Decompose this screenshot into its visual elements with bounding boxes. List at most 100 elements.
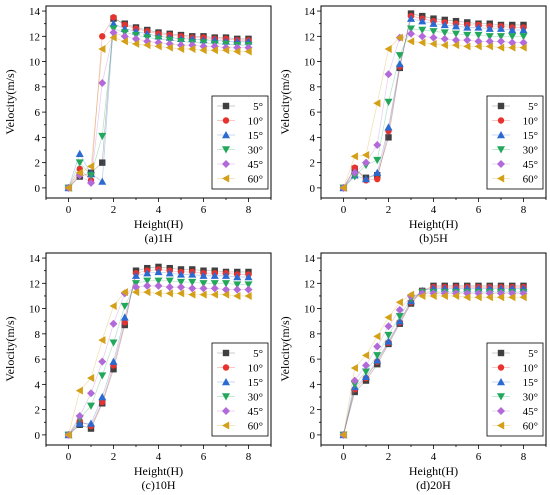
- y-tick-label: 4: [35, 379, 41, 391]
- y-tick-label: 12: [304, 31, 315, 43]
- data-point: [177, 283, 185, 292]
- y-tick-label: 4: [35, 132, 41, 144]
- data-point: [474, 293, 482, 302]
- data-point: [75, 386, 83, 395]
- x-tick-label: 0: [341, 204, 347, 216]
- legend-marker: [497, 117, 505, 124]
- data-point: [429, 19, 438, 27]
- x-tick-label: 2: [111, 204, 117, 216]
- x-tick-label: 8: [521, 451, 527, 463]
- x-tick-label: 6: [476, 451, 482, 463]
- data-point: [109, 33, 117, 42]
- y-tick-label: 12: [29, 31, 40, 43]
- data-point: [109, 357, 118, 365]
- data-point: [418, 291, 426, 300]
- y-axis-title: Velocity(m/s): [278, 316, 292, 381]
- data-point: [452, 30, 460, 38]
- y-tick-label: 0: [35, 183, 41, 195]
- data-point: [407, 25, 415, 33]
- legend: 5° 10° 15° 30° 45° 60°: [486, 342, 544, 437]
- legend-marker: [497, 378, 505, 386]
- legend-label: 10°: [248, 363, 263, 375]
- data-point: [154, 42, 162, 51]
- data-point: [154, 281, 163, 290]
- legend-marker: [497, 407, 505, 415]
- x-tick-label: 4: [431, 204, 437, 216]
- data-point: [474, 42, 482, 51]
- data-point: [177, 289, 185, 298]
- data-point: [373, 99, 381, 108]
- y-tick-label: 10: [29, 304, 41, 316]
- legend-box: [211, 342, 269, 437]
- data-point: [407, 290, 415, 299]
- data-point: [75, 149, 84, 157]
- data-point: [120, 37, 128, 46]
- series-6: [64, 33, 252, 192]
- data-point: [244, 291, 252, 300]
- data-point: [395, 60, 404, 68]
- legend-label: 30°: [523, 392, 538, 404]
- y-tick-label: 0: [310, 430, 316, 442]
- data-point: [120, 313, 129, 321]
- legend-label: 45°: [523, 406, 538, 418]
- data-point: [177, 44, 185, 53]
- data-point: [452, 22, 460, 30]
- series-6: [339, 33, 527, 192]
- data-point: [222, 290, 230, 299]
- data-point: [362, 361, 370, 370]
- data-point: [87, 162, 95, 171]
- data-point: [440, 291, 448, 300]
- data-point: [407, 14, 415, 22]
- panel-4: 0 2 4 6 8 0 2 4 6 8 10 12 14 Height(H) Velocity(m/s) (d…: [278, 252, 547, 492]
- data-point: [385, 134, 392, 141]
- legend-label: 60°: [248, 421, 263, 433]
- data-point: [497, 24, 505, 32]
- data-point: [233, 291, 241, 300]
- x-tick-label: 4: [431, 451, 437, 463]
- data-point: [132, 39, 140, 48]
- data-point: [474, 31, 483, 40]
- data-point: [244, 285, 253, 294]
- data-point: [210, 271, 219, 279]
- data-point: [429, 28, 438, 36]
- data-point: [395, 33, 403, 42]
- legend-marker: [222, 407, 230, 415]
- legend-marker: [222, 160, 230, 168]
- data-point: [429, 291, 437, 300]
- data-point: [222, 46, 230, 55]
- data-point: [384, 322, 393, 331]
- legend-box: [486, 95, 544, 190]
- data-point: [384, 44, 392, 53]
- legend: 5° 10° 15° 30° 45° 60°: [211, 95, 269, 190]
- x-tick-label: 8: [521, 204, 527, 216]
- data-point: [87, 402, 95, 410]
- y-tick-label: 8: [35, 82, 41, 94]
- x-tick-label: 8: [246, 451, 252, 463]
- legend-label: 10°: [523, 116, 538, 128]
- x-tick-label: 4: [156, 204, 162, 216]
- data-point: [188, 284, 197, 293]
- data-point: [519, 26, 528, 34]
- data-point: [350, 173, 359, 181]
- data-point: [132, 288, 140, 297]
- legend-marker: [222, 393, 230, 401]
- data-point: [143, 277, 152, 285]
- data-point: [362, 351, 370, 360]
- y-axis-title: Velocity(m/s): [3, 316, 17, 381]
- data-point: [362, 372, 370, 380]
- data-point: [350, 376, 359, 385]
- data-point: [222, 271, 230, 279]
- data-point: [508, 33, 517, 41]
- x-tick-label: 2: [386, 204, 392, 216]
- legend-marker: [222, 146, 230, 154]
- data-point: [177, 270, 185, 278]
- legend-marker: [497, 146, 505, 154]
- data-point: [188, 44, 196, 53]
- y-tick-label: 4: [310, 379, 316, 391]
- legend-marker: [497, 160, 505, 168]
- data-point: [154, 267, 163, 276]
- y-tick-label: 12: [29, 278, 40, 290]
- data-point: [463, 36, 472, 45]
- panel-3: 0 2 4 6 8 0 2 4 6 8 10 12 14 Height(H) Velocity(m/s) (c…: [3, 252, 272, 492]
